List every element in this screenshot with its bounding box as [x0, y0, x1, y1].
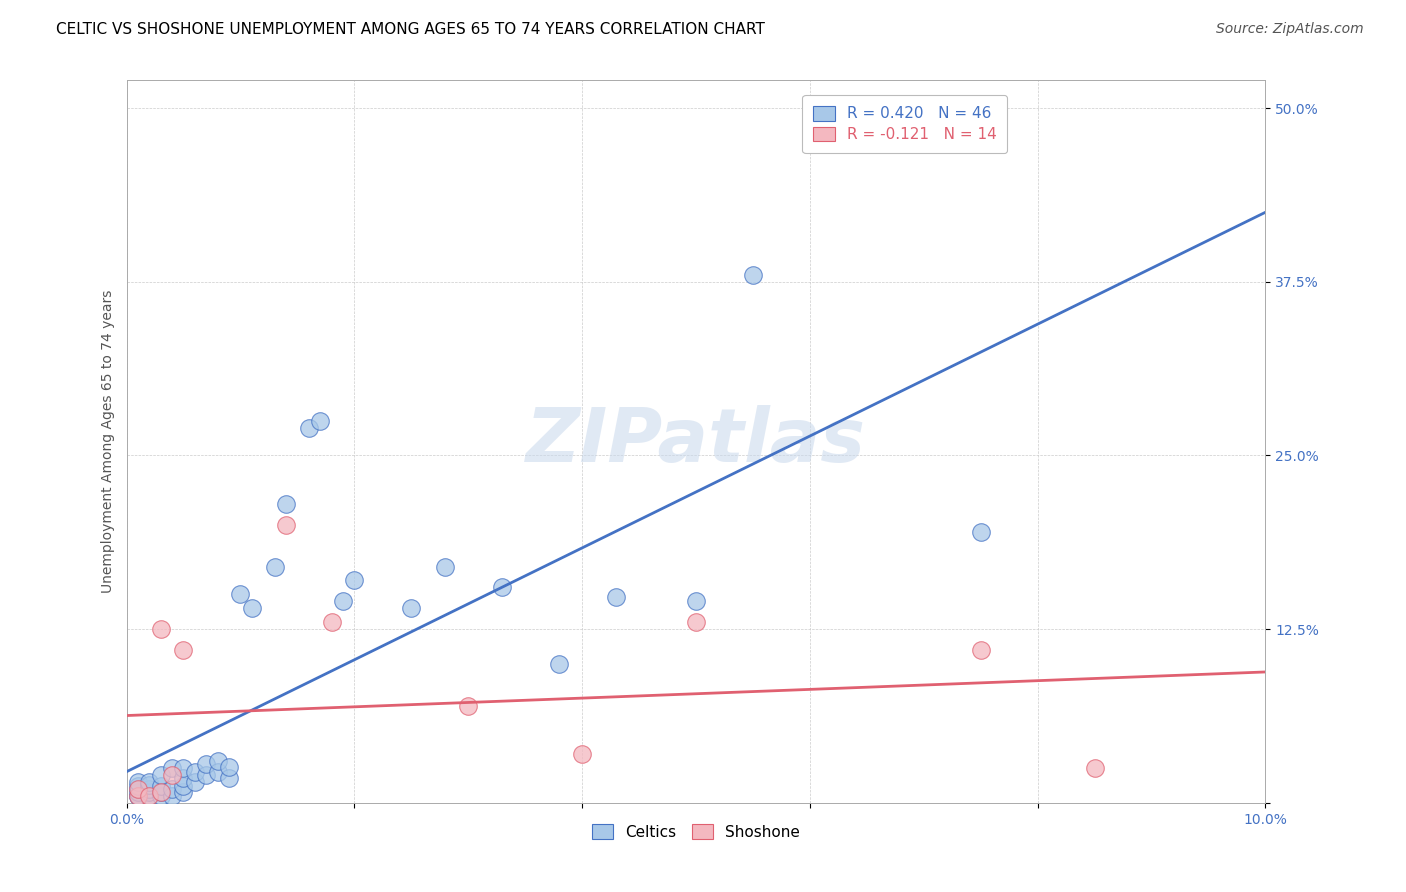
Point — [149, 789, 172, 803]
Point — [127, 781, 149, 796]
Point — [571, 747, 593, 761]
Point — [685, 594, 707, 608]
Point — [160, 781, 183, 796]
Point — [138, 778, 160, 792]
Point — [685, 615, 707, 630]
Point — [343, 574, 366, 588]
Point — [332, 594, 354, 608]
Point — [434, 559, 457, 574]
Point — [149, 785, 172, 799]
Point — [127, 775, 149, 789]
Y-axis label: Unemployment Among Ages 65 to 74 years: Unemployment Among Ages 65 to 74 years — [101, 290, 115, 593]
Point — [172, 779, 194, 793]
Point — [149, 779, 172, 793]
Point — [160, 761, 183, 775]
Point — [195, 756, 218, 771]
Point — [184, 775, 207, 789]
Point — [298, 420, 321, 434]
Point — [274, 497, 297, 511]
Point — [491, 581, 513, 595]
Point — [127, 781, 149, 796]
Point — [742, 268, 765, 282]
Point — [149, 768, 172, 782]
Text: CELTIC VS SHOSHONE UNEMPLOYMENT AMONG AGES 65 TO 74 YEARS CORRELATION CHART: CELTIC VS SHOSHONE UNEMPLOYMENT AMONG AG… — [56, 22, 765, 37]
Point — [172, 761, 194, 775]
Point — [605, 590, 627, 604]
Point — [457, 698, 479, 713]
Point — [401, 601, 423, 615]
Legend: Celtics, Shoshone: Celtics, Shoshone — [586, 818, 806, 846]
Point — [138, 789, 160, 803]
Point — [149, 785, 172, 799]
Text: ZIPatlas: ZIPatlas — [526, 405, 866, 478]
Point — [229, 587, 252, 601]
Text: Source: ZipAtlas.com: Source: ZipAtlas.com — [1216, 22, 1364, 37]
Point — [138, 785, 160, 799]
Point — [207, 754, 229, 768]
Point — [127, 779, 149, 793]
Point — [184, 765, 207, 780]
Point — [195, 768, 218, 782]
Point — [240, 601, 263, 615]
Point — [138, 781, 160, 796]
Point — [274, 517, 297, 532]
Point — [127, 785, 149, 799]
Point — [218, 760, 240, 774]
Point — [149, 622, 172, 636]
Point — [160, 768, 183, 782]
Point — [127, 789, 149, 803]
Point — [138, 775, 160, 789]
Point — [127, 789, 149, 803]
Point — [207, 765, 229, 780]
Point — [321, 615, 343, 630]
Point — [127, 789, 149, 803]
Point — [263, 559, 285, 574]
Point — [309, 414, 332, 428]
Point — [218, 771, 240, 785]
Point — [160, 789, 183, 803]
Point — [970, 524, 993, 539]
Point — [138, 789, 160, 803]
Point — [970, 643, 993, 657]
Point — [172, 785, 194, 799]
Point — [1084, 761, 1107, 775]
Point — [172, 643, 194, 657]
Point — [172, 771, 194, 785]
Point — [548, 657, 571, 671]
